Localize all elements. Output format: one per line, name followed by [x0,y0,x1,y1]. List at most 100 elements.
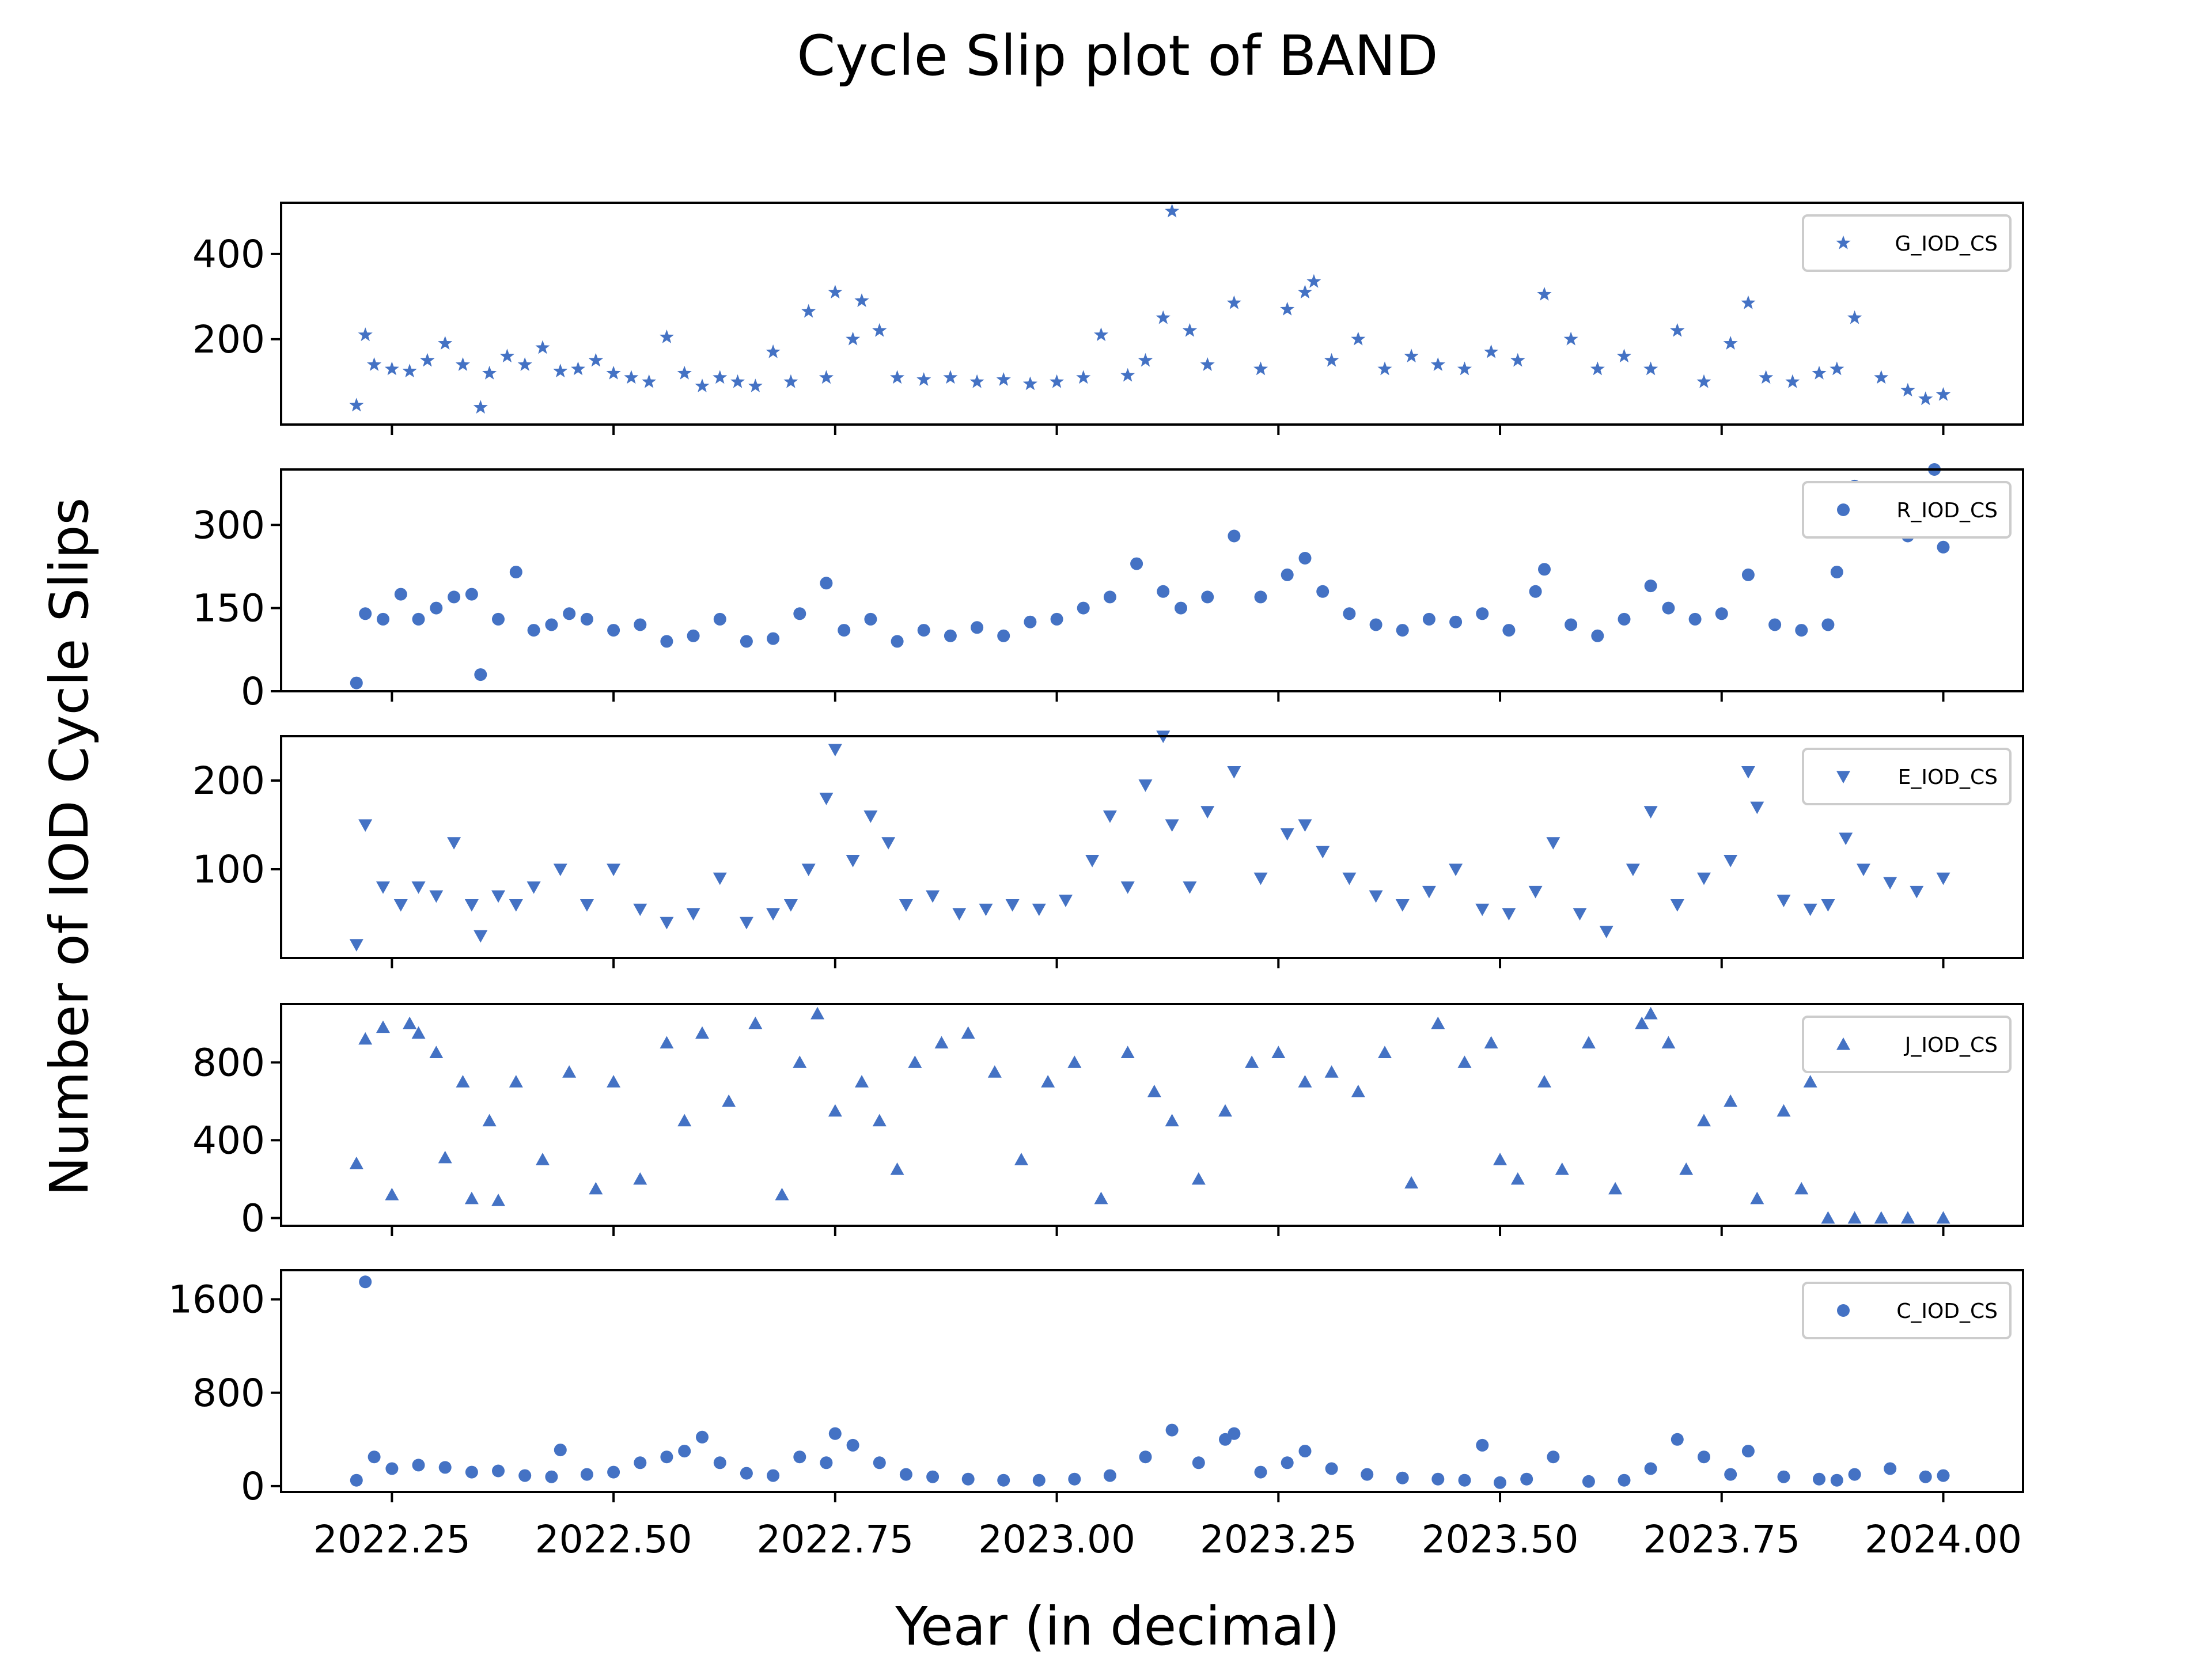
data-point [767,632,780,645]
data-point [464,899,479,912]
data-point [1120,368,1135,382]
data-point [783,899,798,912]
data-point [1847,1211,1862,1224]
data-point [846,331,861,346]
data-point [607,1075,621,1088]
data-point [961,1472,975,1486]
data-point [438,336,453,350]
data-point [1253,361,1268,376]
data-point [1200,806,1215,819]
data-point [350,676,363,690]
data-point [783,374,798,388]
data-point [376,881,390,894]
data-point [1670,323,1685,337]
legend: R_IOD_CS [1802,481,2012,539]
data-point [1306,274,1321,288]
x-tick-label: 2022.75 [756,1517,914,1562]
data-point [385,1462,399,1475]
data-point [1803,903,1817,916]
data-point [873,1456,886,1469]
data-point [819,370,834,384]
data-point [1182,323,1197,337]
data-point [553,363,568,378]
y-tick-label: 300 [192,503,265,547]
data-point [1741,295,1756,309]
data-point [349,939,363,952]
data-point [1449,863,1463,876]
data-point [1510,353,1525,367]
data-point [1404,1176,1419,1189]
data-point [713,872,727,885]
data-point [1919,1470,1932,1483]
data-point [429,1046,444,1059]
data-point [411,1026,426,1039]
data-point [1856,863,1870,876]
data-point [687,629,700,642]
data-point [1565,618,1578,631]
x-tick-label: 2022.25 [313,1517,471,1562]
data-point [1671,1433,1684,1446]
data-point [1547,1450,1560,1464]
data-point [394,588,407,601]
data-point [1848,1468,1861,1481]
data-point [1937,1469,1950,1482]
data-point [535,1153,550,1165]
data-point [1457,1055,1472,1068]
data-points [350,1275,1950,1489]
data-point [1298,1445,1312,1458]
data-point [1343,607,1356,620]
data-point [801,304,816,318]
data-point [1324,1065,1339,1078]
data-point [518,1469,532,1482]
data-point [535,340,550,354]
data-point [1696,872,1711,885]
data-point [1192,1456,1205,1469]
data-point [456,1075,470,1088]
data-point [987,1065,1002,1078]
data-point [872,1113,887,1127]
data-points [349,730,1950,952]
data-point [820,1456,833,1469]
data-point [1191,1172,1206,1185]
data-point [1226,295,1241,309]
data-point [509,899,523,912]
data-point [1005,899,1020,912]
data-point [580,1468,593,1481]
y-axis-label: Number of IOD Cycle Slips [39,498,100,1196]
data-point [1476,607,1489,620]
data-point [695,1026,709,1039]
data-point [1821,899,1835,912]
data-point [1014,1153,1029,1165]
x-tick-label: 2022.50 [535,1517,692,1562]
data-point [358,327,373,342]
data-point [562,1065,577,1078]
data-point [1626,863,1640,876]
data-point [1458,1474,1471,1487]
data-point [1537,287,1552,301]
data-point [730,374,745,388]
data-point [1759,370,1774,384]
data-point [1041,1075,1055,1088]
data-point [1475,903,1490,916]
subplot-r-iod-cs: 0 150 300 R_IOD_CS [192,463,2024,714]
data-point [1369,618,1382,631]
data-point [979,903,993,916]
data-point [1067,1055,1082,1068]
data-point [1883,877,1897,890]
data-point [722,1094,736,1107]
data-point [820,577,833,590]
data-point [1120,1046,1135,1059]
data-point [349,1156,363,1169]
data-point [1546,837,1560,850]
data-point [1723,336,1738,350]
data-point [1573,908,1587,921]
data-point [1165,819,1179,832]
data-point [1068,1472,1081,1486]
data-point [384,361,399,376]
data-point [1494,1476,1506,1489]
data-point [997,1474,1010,1487]
data-point [1662,601,1675,615]
data-point [767,1469,780,1482]
subplot-group: 200 400 G_IOD_CS 0 150 300 R_IOD_CS 100 200 E_IOD… [168,202,2024,1562]
data-point [793,1450,806,1464]
